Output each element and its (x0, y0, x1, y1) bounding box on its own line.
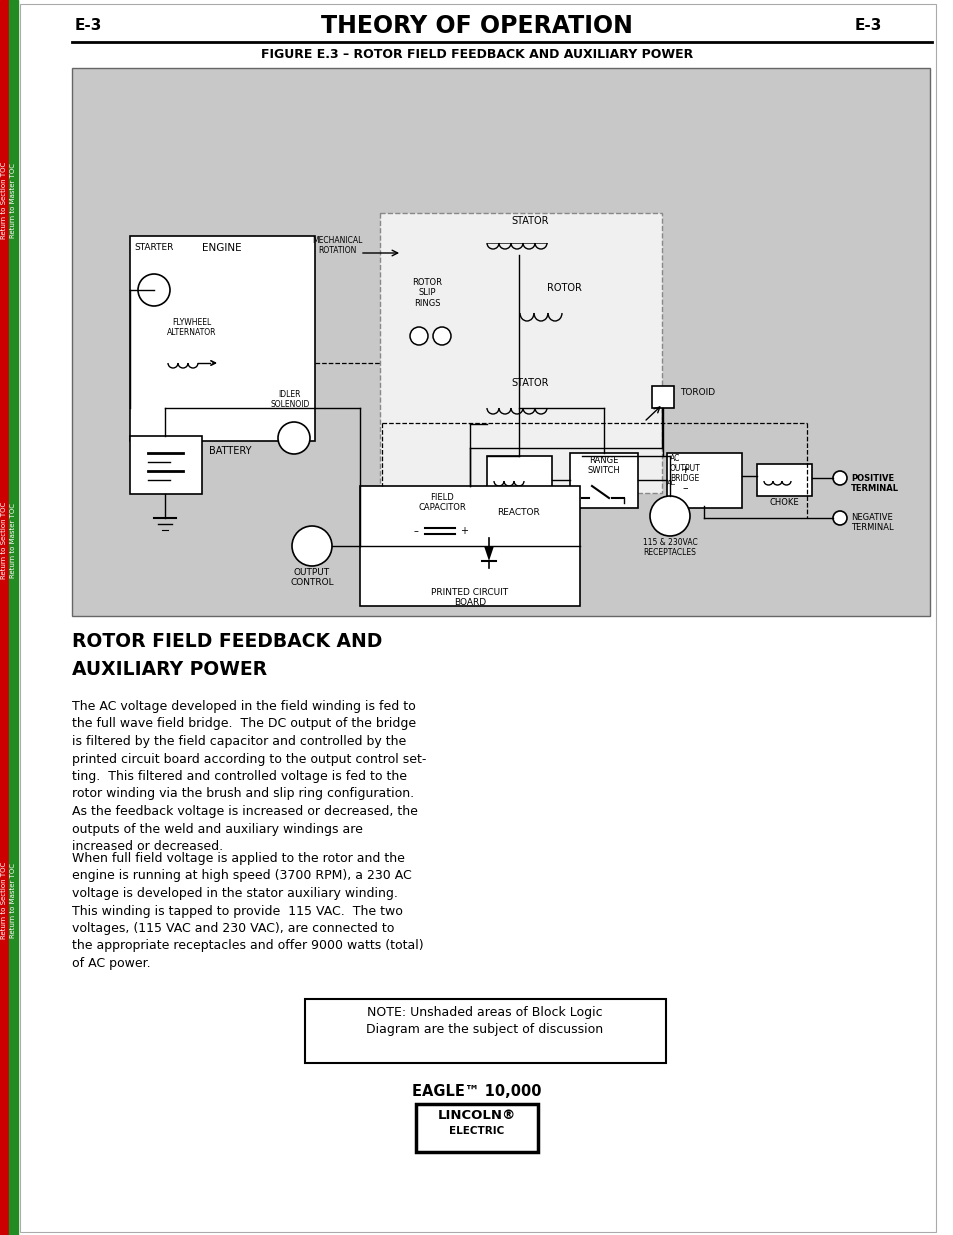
Text: CHOKE: CHOKE (768, 498, 798, 508)
Circle shape (649, 496, 689, 536)
FancyBboxPatch shape (416, 1104, 537, 1152)
Bar (486, 456, 552, 506)
Text: ROTOR FIELD FEEDBACK AND: ROTOR FIELD FEEDBACK AND (71, 632, 382, 651)
Bar (651, 387, 673, 408)
Text: STATOR: STATOR (511, 378, 548, 388)
Text: +: + (679, 466, 689, 475)
Circle shape (292, 526, 332, 566)
Text: +: + (459, 526, 468, 536)
Circle shape (277, 422, 310, 454)
Text: RANGE
SWITCH: RANGE SWITCH (587, 456, 619, 475)
Text: Return to Section TOC: Return to Section TOC (2, 501, 8, 579)
Text: E-3: E-3 (854, 19, 882, 33)
Circle shape (410, 327, 428, 345)
Text: –: – (681, 483, 687, 493)
Text: IDLER
SOLENOID: IDLER SOLENOID (270, 390, 310, 409)
Bar (359, 487, 579, 606)
Bar (71, 68, 929, 616)
Text: FIELD
CAPACITOR: FIELD CAPACITOR (417, 493, 465, 513)
Text: –: – (414, 526, 418, 536)
Text: MECHANICAL
ROTATION: MECHANICAL ROTATION (312, 236, 362, 256)
Text: STATOR: STATOR (511, 216, 548, 226)
Bar (130, 236, 314, 441)
Bar (379, 212, 661, 493)
Text: AUXILIARY POWER: AUXILIARY POWER (71, 659, 267, 679)
Text: ROTOR
SLIP
RINGS: ROTOR SLIP RINGS (412, 278, 441, 308)
Text: LINCOLN®: LINCOLN® (437, 1109, 516, 1123)
Text: TOROID: TOROID (679, 388, 715, 396)
Bar (0, 0, 9, 1235)
Circle shape (433, 327, 451, 345)
Text: Return to Section TOC: Return to Section TOC (2, 162, 8, 238)
Text: FIGURE E.3 – ROTOR FIELD FEEDBACK AND AUXILIARY POWER: FIGURE E.3 – ROTOR FIELD FEEDBACK AND AU… (260, 48, 693, 61)
Circle shape (138, 274, 170, 306)
Text: The AC voltage developed in the field winding is fed to
the full wave field brid: The AC voltage developed in the field wi… (71, 700, 426, 853)
Text: POSITIVE
TERMINAL: POSITIVE TERMINAL (850, 474, 898, 494)
Circle shape (832, 511, 846, 525)
Text: When full field voltage is applied to the rotor and the
engine is running at hig: When full field voltage is applied to th… (71, 852, 423, 969)
Text: AC: AC (669, 454, 679, 463)
Circle shape (832, 471, 846, 485)
Text: NEGATIVE
TERMINAL: NEGATIVE TERMINAL (850, 513, 893, 532)
Text: ROTOR: ROTOR (546, 283, 580, 293)
Text: NOTE: Unshaded areas of Block Logic
Diagram are the subject of discussion: NOTE: Unshaded areas of Block Logic Diag… (366, 1007, 603, 1036)
Text: THEORY OF OPERATION: THEORY OF OPERATION (321, 14, 632, 38)
Text: REACTOR: REACTOR (497, 508, 539, 517)
Text: STARTER: STARTER (134, 243, 173, 252)
Bar (9, 0, 18, 1235)
Text: ENGINE: ENGINE (202, 243, 241, 253)
Text: FLYWHEEL
ALTERNATOR: FLYWHEEL ALTERNATOR (167, 317, 216, 337)
FancyBboxPatch shape (305, 999, 665, 1063)
Text: Return to Master TOC: Return to Master TOC (10, 163, 16, 237)
Text: Return to Section TOC: Return to Section TOC (2, 861, 8, 939)
Bar (666, 453, 741, 508)
Polygon shape (483, 546, 494, 561)
Text: Return to Master TOC: Return to Master TOC (10, 862, 16, 937)
Bar (757, 464, 811, 496)
Text: 115 & 230VAC
RECEPTACLES: 115 & 230VAC RECEPTACLES (642, 538, 697, 557)
Bar (569, 453, 638, 508)
Text: EAGLE™ 10,000: EAGLE™ 10,000 (412, 1084, 541, 1099)
Text: OUTPUT
BRIDGE: OUTPUT BRIDGE (669, 464, 700, 483)
Text: BATTERY: BATTERY (209, 446, 251, 456)
Bar (130, 436, 202, 494)
Text: AC: AC (666, 480, 676, 487)
Text: OUTPUT
CONTROL: OUTPUT CONTROL (290, 568, 334, 588)
Text: Return to Master TOC: Return to Master TOC (10, 503, 16, 578)
Text: ELECTRIC: ELECTRIC (449, 1126, 504, 1136)
Text: E-3: E-3 (75, 19, 102, 33)
Text: PRINTED CIRCUIT
BOARD: PRINTED CIRCUIT BOARD (431, 588, 508, 608)
